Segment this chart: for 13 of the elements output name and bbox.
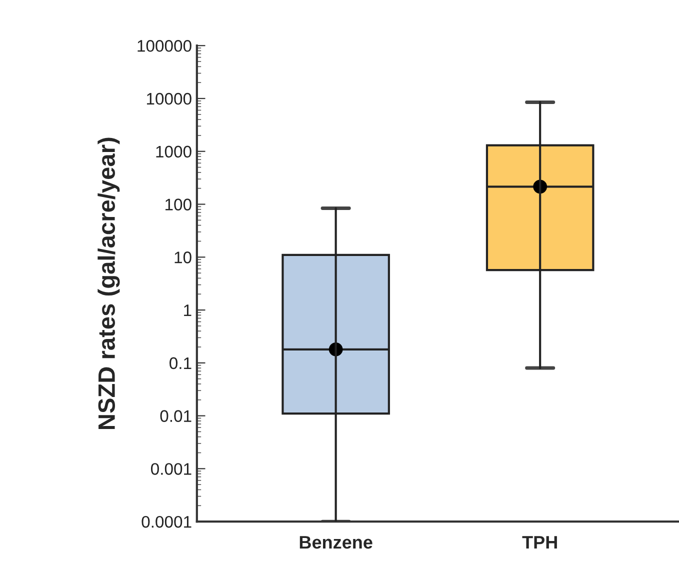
y-tick-label: 1 (184, 304, 192, 316)
y-tick-label: 10 (174, 252, 192, 264)
y-tick-label: 0.0001 (142, 516, 192, 528)
y-tick-label: 100000 (138, 40, 192, 52)
y-tick-label: 100 (166, 198, 192, 210)
y-tick-label: 1000 (156, 146, 192, 158)
x-tick-label: TPH (522, 536, 557, 549)
y-tick-label: 0.001 (150, 463, 192, 475)
x-tick-label: Benzene (300, 536, 372, 549)
y-tick-label: 0.01 (160, 410, 192, 422)
y-tick-label: 0.1 (170, 357, 192, 370)
y-tick-label: 10000 (146, 92, 192, 105)
y-axis-title: NSZD rates (gal/acre/year) (98, 138, 120, 429)
